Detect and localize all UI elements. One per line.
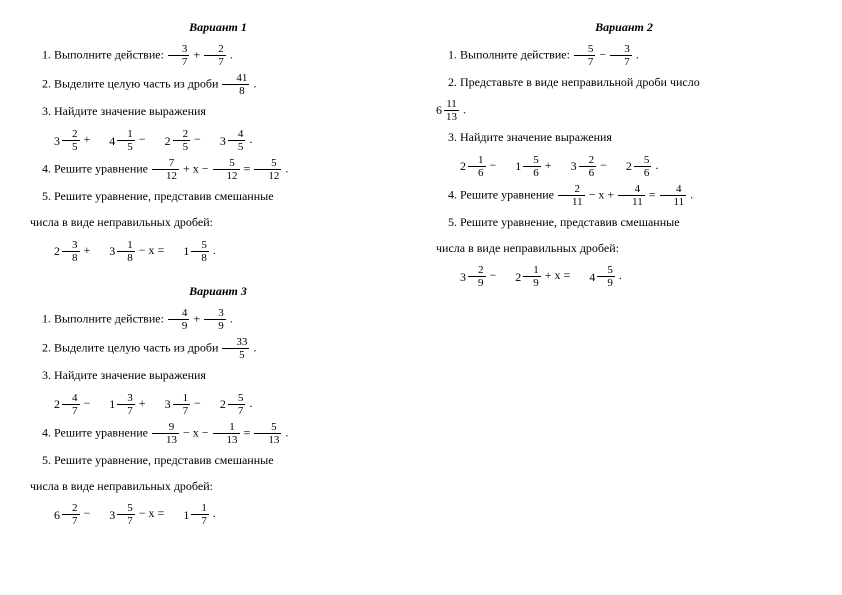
v1-task5-expr: 238 + 318 − x = 158 . <box>30 238 406 264</box>
mixed-number: 627 <box>38 502 81 528</box>
v2-task5-line2: числа в виде неправильных дробей: <box>436 238 812 260</box>
mixed-number: 247 <box>38 391 81 417</box>
v3-task2: 2. Выделите целую часть из дроби 335 . <box>30 336 406 361</box>
v3-task5-line1: 5. Решите уравнение, представив смешанны… <box>30 450 406 472</box>
fraction: 913 <box>152 421 179 446</box>
v1-task3: 3. Найдите значение выражения <box>30 101 406 123</box>
fraction: 512 <box>254 157 281 182</box>
variant-1-title: Вариант 1 <box>30 20 406 35</box>
mixed-number: 216 <box>444 153 487 179</box>
v2-task1: 1. Выполните действие: 57 − 37 . <box>436 43 812 68</box>
variant-3-title: Вариант 3 <box>30 284 406 299</box>
v1-task5-line1: 5. Решите уравнение, представив смешанны… <box>30 186 406 208</box>
mixed-number: 325 <box>38 127 81 153</box>
fraction: 418 <box>222 72 249 97</box>
mixed-number: 61113 <box>436 98 460 123</box>
fraction: 712 <box>152 157 179 182</box>
fraction: 411 <box>618 183 645 208</box>
variant-2: Вариант 2 1. Выполните действие: 57 − 37… <box>436 20 812 289</box>
v1-task3-expr: 325 + 415 − 225 − 345 . <box>30 127 406 153</box>
fraction: 512 <box>213 157 240 182</box>
right-column: Вариант 2 1. Выполните действие: 57 − 37… <box>436 20 812 547</box>
mixed-number: 329 <box>444 263 487 289</box>
fraction: 335 <box>222 336 249 361</box>
mixed-number: 225 <box>149 127 192 153</box>
left-column: Вариант 1 1. Выполните действие: 37 + 27… <box>30 20 406 547</box>
v1-task2: 2. Выделите целую часть из дроби 418 . <box>30 72 406 97</box>
v3-task5-line2: числа в виде неправильных дробей: <box>30 476 406 498</box>
v3-task3-expr: 247 − 137 + 317 − 257 . <box>30 391 406 417</box>
fraction: 49 <box>168 307 190 332</box>
v3-task4: 4. Решите уравнение 913 − x − 113 = 513 … <box>30 421 406 446</box>
v3-task3: 3. Найдите значение выражения <box>30 365 406 387</box>
mixed-number: 117 <box>167 502 210 528</box>
v2-task5-expr: 329 − 219 + x = 459 . <box>436 263 812 289</box>
fraction: 37 <box>610 43 632 68</box>
fraction: 411 <box>660 183 687 208</box>
v1-task5-line2: числа в виде неправильных дробей: <box>30 212 406 234</box>
worksheet-page: Вариант 1 1. Выполните действие: 37 + 27… <box>0 0 842 567</box>
mixed-number: 257 <box>204 391 247 417</box>
variant-2-title: Вариант 2 <box>436 20 812 35</box>
variant-3: Вариант 3 1. Выполните действие: 49 + 39… <box>30 284 406 528</box>
mixed-number: 357 <box>93 502 136 528</box>
mixed-number: 317 <box>149 391 192 417</box>
v2-task3-expr: 216 − 156 + 326 − 256 . <box>436 153 812 179</box>
v1-task1: 1. Выполните действие: 37 + 27 . <box>30 43 406 68</box>
v1-task4: 4. Решите уравнение 712 + x − 512 = 512 … <box>30 157 406 182</box>
fraction: 513 <box>254 421 281 446</box>
mixed-number: 415 <box>93 127 136 153</box>
fraction: 57 <box>574 43 596 68</box>
mixed-number: 158 <box>167 238 210 264</box>
fraction: 27 <box>204 43 226 68</box>
v3-task5-expr: 627 − 357 − x = 117 . <box>30 501 406 527</box>
v2-task3: 3. Найдите значение выражения <box>436 127 812 149</box>
mixed-number: 256 <box>610 153 653 179</box>
v2-task5-line1: 5. Решите уравнение, представив смешанны… <box>436 212 812 234</box>
fraction: 113 <box>213 421 240 446</box>
mixed-number: 156 <box>499 153 542 179</box>
variant-1: Вариант 1 1. Выполните действие: 37 + 27… <box>30 20 406 264</box>
mixed-number: 326 <box>555 153 598 179</box>
mixed-number: 238 <box>38 238 81 264</box>
mixed-number: 459 <box>573 263 616 289</box>
fraction: 211 <box>558 183 585 208</box>
v2-task4: 4. Решите уравнение 211 − x + 411 = 411 … <box>436 183 812 208</box>
mixed-number: 219 <box>499 263 542 289</box>
mixed-number: 345 <box>204 127 247 153</box>
v2-task2-expr: 61113 . <box>436 98 812 123</box>
v3-task1: 1. Выполните действие: 49 + 39 . <box>30 307 406 332</box>
fraction: 37 <box>168 43 190 68</box>
v2-task2: 2. Представьте в виде неправильной дроби… <box>436 72 812 94</box>
fraction: 39 <box>204 307 226 332</box>
mixed-number: 137 <box>93 391 136 417</box>
mixed-number: 318 <box>93 238 136 264</box>
